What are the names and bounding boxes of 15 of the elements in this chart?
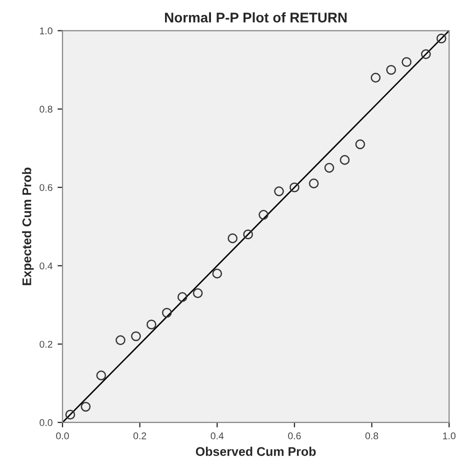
y-tick-label: 0.8	[40, 106, 52, 113]
y-tick-label: 1.0	[40, 27, 52, 34]
y-tick-label: 0.0	[40, 419, 52, 426]
x-tick-label: 0.8	[365, 432, 378, 440]
x-axis-title: Observed Cum Prob	[196, 446, 316, 456]
x-tick-label: 0.0	[56, 432, 69, 440]
y-axis-title: Expected Cum Prob	[22, 168, 34, 286]
y-tick-label: 0.4	[40, 262, 52, 270]
y-tick-label: 0.2	[40, 340, 52, 348]
x-tick-label: 0.4	[210, 432, 224, 440]
x-tick-label: 0.6	[288, 432, 301, 440]
y-tick-label: 0.6	[40, 184, 52, 191]
x-tick-label: 1.0	[443, 432, 456, 440]
x-tick-label: 0.2	[133, 432, 146, 440]
chart-title: Normal P-P Plot of RETURN	[165, 12, 347, 22]
